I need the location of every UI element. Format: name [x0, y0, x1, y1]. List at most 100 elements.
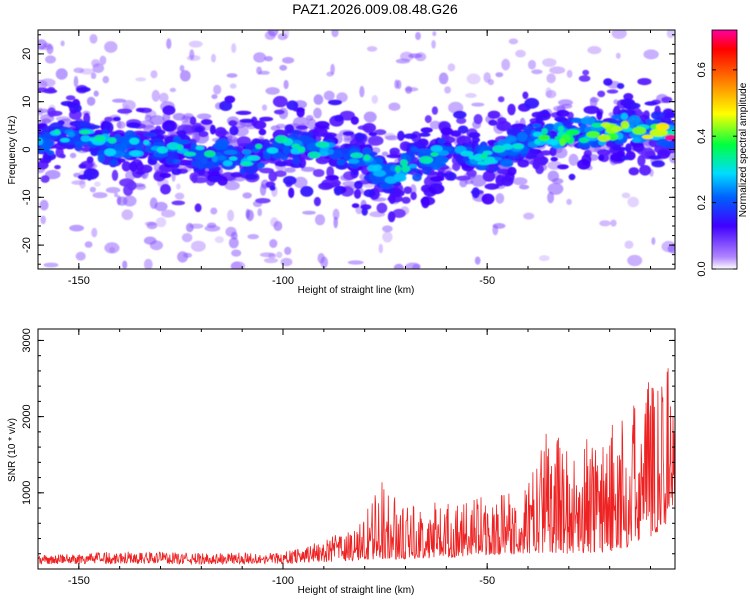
heatmap-cell	[648, 155, 662, 160]
heatmap-cell	[519, 184, 530, 190]
x-tick-label: -50	[479, 575, 495, 587]
heatmap-cell	[603, 78, 613, 86]
spectrogram-x-axis-label: Height of straight line (km)	[298, 285, 415, 296]
heatmap-cell	[177, 159, 193, 166]
heatmap-cell	[334, 114, 344, 122]
heatmap-cell	[378, 243, 383, 254]
heatmap-cell	[112, 116, 121, 122]
heatmap-cell	[75, 251, 86, 261]
heatmap-cell	[587, 46, 602, 55]
heatmap-cell	[333, 216, 339, 229]
colorbar-tick-label: 0.0	[696, 261, 708, 276]
heatmap-cell	[69, 224, 84, 232]
heatmap-cell	[111, 169, 119, 181]
heatmap-cell	[473, 114, 483, 125]
heatmap-cell	[412, 173, 422, 182]
heatmap-cell	[89, 186, 96, 193]
heatmap-cell	[410, 191, 417, 201]
x-tick-label: -150	[68, 575, 90, 587]
heatmap-cell	[468, 132, 481, 139]
heatmap-cell	[487, 79, 494, 86]
heatmap-cell	[405, 86, 413, 94]
heatmap-cell	[669, 153, 675, 164]
heatmap-cell	[122, 260, 128, 269]
heatmap-cell	[497, 96, 505, 103]
heatmap-cell	[211, 155, 218, 163]
heatmap-cell	[93, 90, 99, 97]
heatmap-cell	[198, 130, 209, 138]
heatmap-cell	[534, 139, 541, 145]
heatmap-cell	[189, 49, 195, 61]
y-tick-label: -10	[21, 189, 33, 205]
heatmap-cell	[418, 132, 431, 137]
heatmap-cell	[268, 171, 278, 182]
heatmap-cell	[74, 141, 86, 146]
heatmap-cell	[508, 38, 519, 45]
heatmap-cell	[46, 150, 55, 156]
heatmap-cell	[447, 63, 456, 72]
heatmap-cell	[412, 263, 421, 269]
heatmap-cell	[204, 150, 216, 158]
heatmap-cell	[656, 139, 670, 147]
heatmap-cell	[47, 110, 63, 117]
heatmap-cell	[38, 39, 48, 50]
heatmap-cell	[624, 240, 634, 249]
heatmap-cell	[318, 151, 329, 157]
heatmap-cell	[611, 126, 623, 132]
heatmap-cell	[387, 211, 396, 223]
heatmap-cell	[429, 120, 441, 130]
heatmap-cell	[315, 141, 330, 148]
heatmap-cell	[105, 187, 121, 194]
heatmap-cell	[496, 120, 512, 132]
colorbar-tick-label: 0.6	[696, 62, 708, 77]
heatmap-cell	[477, 161, 491, 166]
heatmap-cell	[40, 175, 50, 183]
heatmap-cell	[143, 258, 153, 269]
heatmap-cell	[272, 95, 288, 108]
heatmap-cell	[481, 193, 495, 205]
heatmap-cell	[176, 183, 181, 190]
heatmap-cell	[223, 150, 238, 155]
heatmap-cell	[597, 90, 606, 98]
heatmap-cell	[492, 166, 501, 171]
heatmap-cell	[269, 239, 278, 248]
heatmap-cell	[189, 116, 197, 126]
heatmap-cell	[400, 152, 407, 161]
heatmap-cell	[323, 90, 335, 101]
heatmap-cell	[528, 59, 536, 70]
heatmap-cell	[368, 132, 378, 137]
heatmap-cell	[334, 186, 342, 196]
heatmap-cell	[547, 170, 559, 182]
heatmap-cell	[296, 107, 305, 118]
heatmap-cell	[188, 40, 203, 48]
heatmap-cell	[107, 137, 117, 144]
heatmap-cell	[293, 176, 308, 189]
heatmap-cell	[104, 148, 117, 157]
heatmap-cell	[492, 145, 506, 153]
heatmap-cell	[598, 154, 605, 161]
heatmap-cell	[89, 34, 98, 44]
heatmap-cell	[213, 142, 228, 150]
heatmap-cell	[104, 116, 113, 122]
heatmap-cell	[651, 160, 665, 168]
heatmap-cell	[471, 187, 480, 199]
heatmap-cell	[420, 127, 433, 133]
heatmap-cell	[274, 161, 288, 167]
heatmap-cell	[616, 83, 625, 89]
heatmap-cell	[150, 70, 158, 79]
heatmap-cell	[597, 134, 611, 142]
heatmap-cell	[295, 125, 309, 130]
heatmap-cell	[200, 119, 213, 125]
heatmap-cell	[430, 176, 445, 182]
heatmap-cell	[135, 170, 146, 175]
heatmap-cell	[265, 87, 280, 95]
heatmap-cell	[43, 88, 58, 94]
x-tick-label: -100	[272, 275, 294, 287]
heatmap-cell	[376, 202, 388, 214]
heatmap-cell	[577, 159, 591, 170]
colorbar-tick-label: 0.2	[696, 195, 708, 210]
heatmap-cell	[196, 113, 212, 120]
heatmap-cell	[482, 170, 496, 182]
heatmap-cell	[471, 136, 480, 143]
heatmap-cell	[289, 162, 303, 169]
